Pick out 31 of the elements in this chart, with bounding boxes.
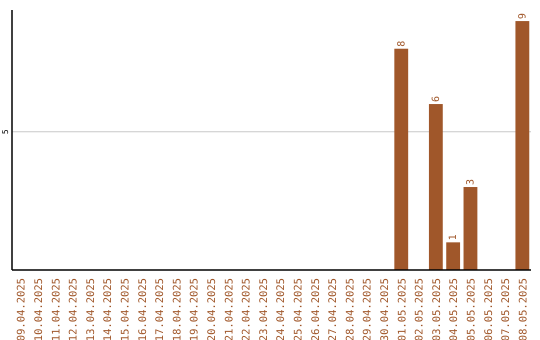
data-label: 8 xyxy=(396,40,408,47)
x-tick-label: 29.04.2025 xyxy=(362,278,374,340)
bar xyxy=(394,48,408,270)
data-label: 1 xyxy=(448,234,460,240)
x-tick-label: 15.04.2025 xyxy=(119,278,132,340)
bar xyxy=(446,242,460,270)
y-tick-label: 5 xyxy=(1,129,10,134)
x-tick-label: 20.04.2025 xyxy=(206,278,218,340)
bar xyxy=(515,21,530,270)
x-tick-label: 19.04.2025 xyxy=(188,278,201,340)
x-tick-label: 25.04.2025 xyxy=(292,278,304,340)
bar xyxy=(428,104,443,270)
x-tick-label: 18.04.2025 xyxy=(171,278,184,340)
x-tick-label: 23.04.2025 xyxy=(258,278,270,340)
bar xyxy=(464,187,478,270)
x-tick-label: 28.04.2025 xyxy=(344,278,356,340)
x-tick-label: 16.04.2025 xyxy=(136,278,149,340)
x-tick-label: 27.04.2025 xyxy=(327,278,340,340)
x-tick-label: 14.04.2025 xyxy=(102,278,114,340)
x-tick-label: 22.04.2025 xyxy=(240,278,253,340)
x-tick-label: 21.04.2025 xyxy=(223,278,236,340)
x-tick-label: 10.04.2025 xyxy=(32,278,45,340)
x-tick-label: 17.04.2025 xyxy=(154,278,166,340)
data-label: 9 xyxy=(517,13,528,20)
x-tick-label: 13.04.2025 xyxy=(84,278,97,340)
x-tick-label: 12.04.2025 xyxy=(68,278,80,340)
data-label: 3 xyxy=(465,178,476,186)
x-tick-label: 26.04.2025 xyxy=(310,278,322,340)
x-tick-label: 24.04.2025 xyxy=(275,278,288,340)
x-tick-label: 11.04.2025 xyxy=(50,278,62,340)
data-label: 6 xyxy=(430,96,442,102)
